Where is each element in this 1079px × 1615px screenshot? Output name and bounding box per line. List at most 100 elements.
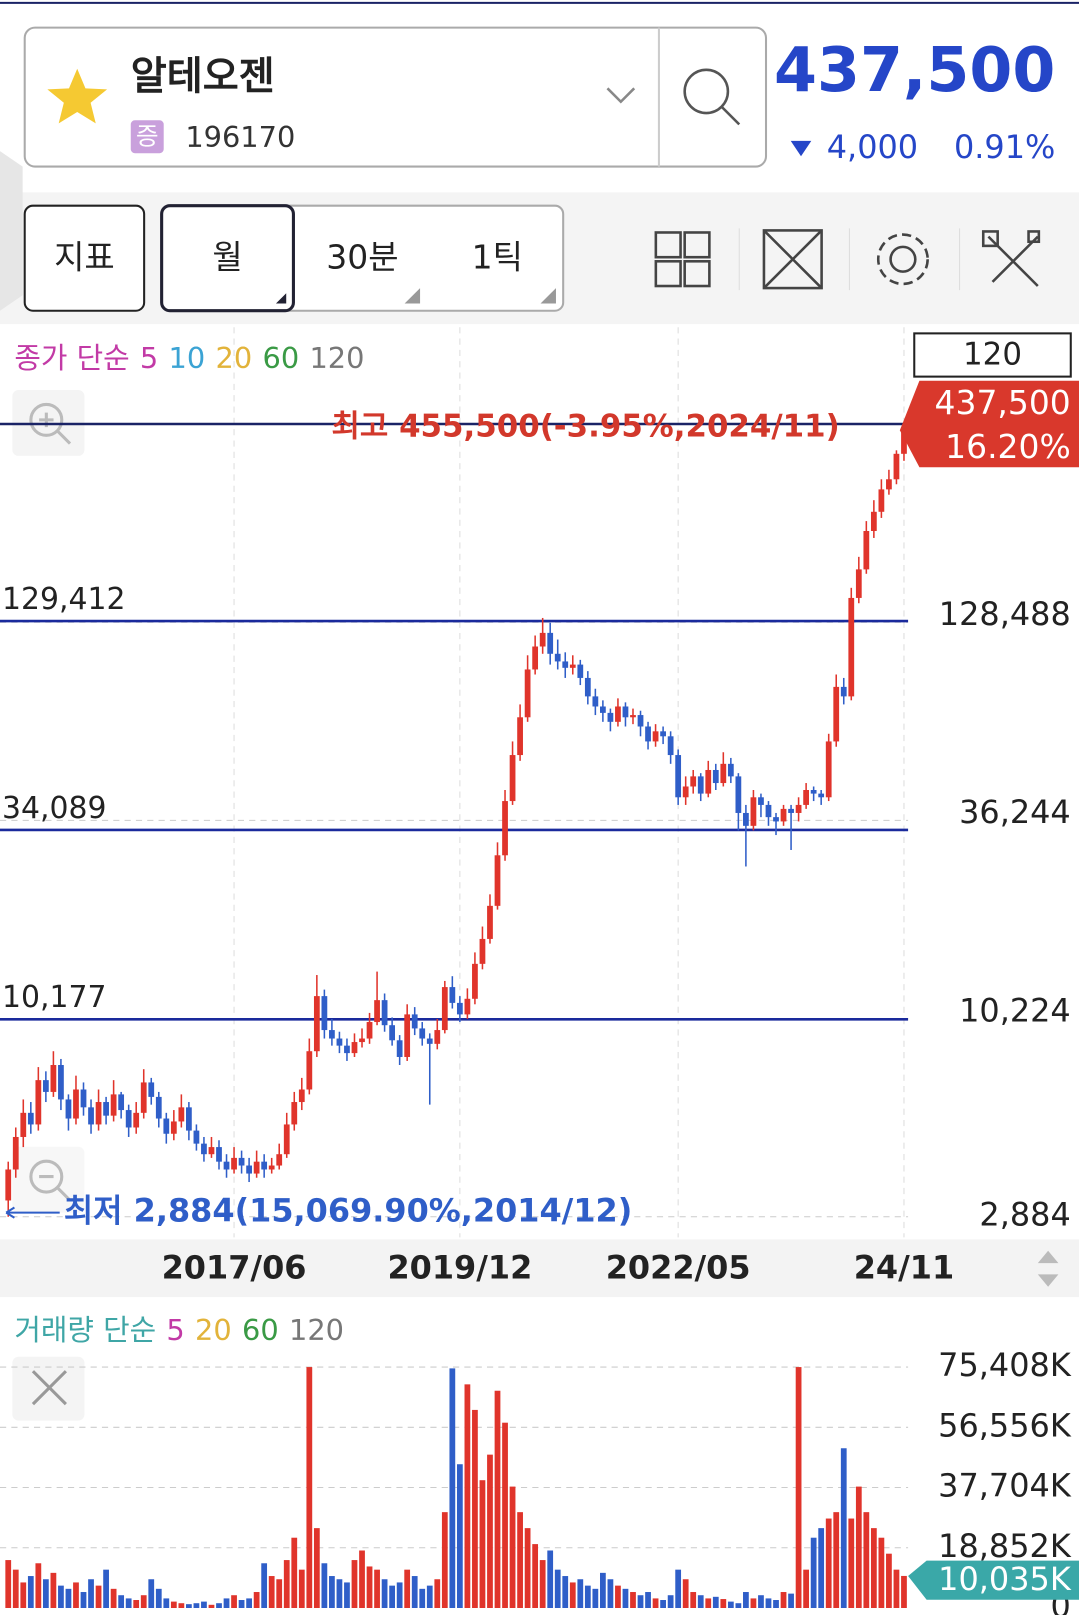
candle-body <box>27 1112 34 1125</box>
volume-bar <box>238 1600 245 1608</box>
candle-body <box>298 1089 305 1103</box>
volume-bar <box>758 1595 764 1608</box>
search-box[interactable] <box>23 26 768 168</box>
candle-body <box>381 1000 388 1026</box>
candle-body <box>577 664 584 678</box>
volume-bar <box>201 1601 207 1608</box>
volume-bar <box>660 1600 666 1608</box>
candle-body <box>449 987 456 1003</box>
favorite-star[interactable] <box>47 68 108 124</box>
volume-bar <box>652 1598 659 1608</box>
candle-body <box>637 715 644 727</box>
candle-body <box>652 731 659 742</box>
dropdown-chevron[interactable] <box>606 87 636 104</box>
volume-bar <box>80 1592 87 1608</box>
volume-bar <box>186 1604 192 1608</box>
legend-title: 종가 단순 <box>14 341 129 375</box>
candle-body <box>803 790 810 805</box>
legend-item: 20 <box>195 1313 232 1347</box>
side-tab[interactable] <box>0 151 23 311</box>
candle-body <box>125 1110 132 1128</box>
legend-item: 120 <box>289 1313 344 1347</box>
candle-body <box>434 1030 441 1044</box>
indicator-button[interactable] <box>23 204 146 312</box>
zoom-in[interactable] <box>29 402 64 437</box>
volume-bar <box>35 1563 42 1608</box>
volume-bar <box>50 1572 57 1608</box>
volume-bar <box>103 1569 109 1608</box>
volume-bar <box>901 1575 907 1608</box>
volume-bar <box>291 1537 298 1608</box>
tools-icon[interactable] <box>981 230 1041 287</box>
candle-body <box>464 998 471 1015</box>
volume-bar <box>615 1585 621 1608</box>
max-annotation: 최고 455,500(-3.95%,2024/11) <box>332 409 840 445</box>
volume-bar <box>27 1576 34 1608</box>
fullscreen-icon[interactable] <box>762 229 823 290</box>
candle-body <box>750 797 757 826</box>
volume-bar <box>426 1585 433 1608</box>
volume-bar <box>569 1582 576 1608</box>
candle-body <box>231 1157 237 1170</box>
search-icon[interactable] <box>683 68 730 115</box>
candle-body <box>329 1030 335 1039</box>
volume-bar <box>359 1550 365 1608</box>
close-volume[interactable] <box>31 1370 67 1406</box>
candle-body <box>411 1014 418 1029</box>
candle-body <box>238 1157 245 1166</box>
min-arrow <box>5 1206 60 1219</box>
button-label[interactable]: 30분 <box>326 238 398 277</box>
volume-bar <box>329 1576 335 1608</box>
candle-body <box>344 1045 350 1054</box>
volume-bar <box>532 1544 539 1608</box>
period-box[interactable] <box>913 332 1072 378</box>
button-label[interactable]: 월 <box>212 238 242 277</box>
x-tick-label: 2017/06 <box>162 1248 307 1286</box>
min-annotation: 최저 2,884(15,069.90%,2014/12) <box>64 1192 633 1230</box>
candle-body <box>186 1107 192 1131</box>
volume-bar <box>381 1579 388 1608</box>
zoom-out-glyph <box>39 1175 72 1202</box>
volume-bar <box>178 1603 185 1608</box>
legend-item: 60 <box>262 341 299 375</box>
candle-body <box>765 804 772 818</box>
candle-body <box>95 1102 102 1125</box>
last-volume-tag <box>908 1560 1079 1600</box>
volume-bar <box>788 1593 794 1608</box>
candle-body <box>351 1042 358 1054</box>
y-tick-label: 56,556K <box>938 1406 1072 1444</box>
zoom-out[interactable] <box>29 1159 64 1194</box>
volume-bar <box>396 1582 403 1608</box>
volume-bar <box>622 1588 629 1608</box>
y-tick-label: 128,488 <box>939 595 1071 633</box>
volume-bar <box>464 1384 471 1608</box>
period-button-selected[interactable] <box>160 204 295 313</box>
volume-bar <box>697 1595 704 1608</box>
volume-bar <box>705 1598 712 1608</box>
volume-bar <box>148 1579 155 1608</box>
volume-bar <box>690 1592 697 1608</box>
x-tick-label: 24/11 <box>854 1248 954 1286</box>
candle-body <box>562 661 569 668</box>
candle-body <box>712 769 719 784</box>
candle-body <box>118 1094 125 1111</box>
candle-body <box>456 1002 463 1015</box>
volume-bar <box>803 1569 810 1608</box>
volume-bar <box>336 1579 343 1608</box>
volume-bar <box>163 1598 170 1608</box>
candle-body <box>155 1096 162 1119</box>
layout-icon[interactable] <box>654 231 711 288</box>
volume-bar <box>223 1598 230 1608</box>
button-label[interactable]: 1틱 <box>472 238 523 277</box>
volume-bar <box>449 1368 456 1608</box>
settings-icon[interactable] <box>876 233 929 286</box>
volume-bar <box>554 1569 561 1608</box>
candle-body <box>88 1107 94 1125</box>
last-price-tag <box>899 380 1079 468</box>
volume-bar <box>65 1588 72 1608</box>
y-tick-label: 2,884 <box>979 1196 1070 1234</box>
candle-body <box>584 677 591 697</box>
legend-item: 10 <box>169 341 206 375</box>
volume-bar <box>434 1579 441 1608</box>
scroll-arrows[interactable] <box>1037 1250 1059 1287</box>
